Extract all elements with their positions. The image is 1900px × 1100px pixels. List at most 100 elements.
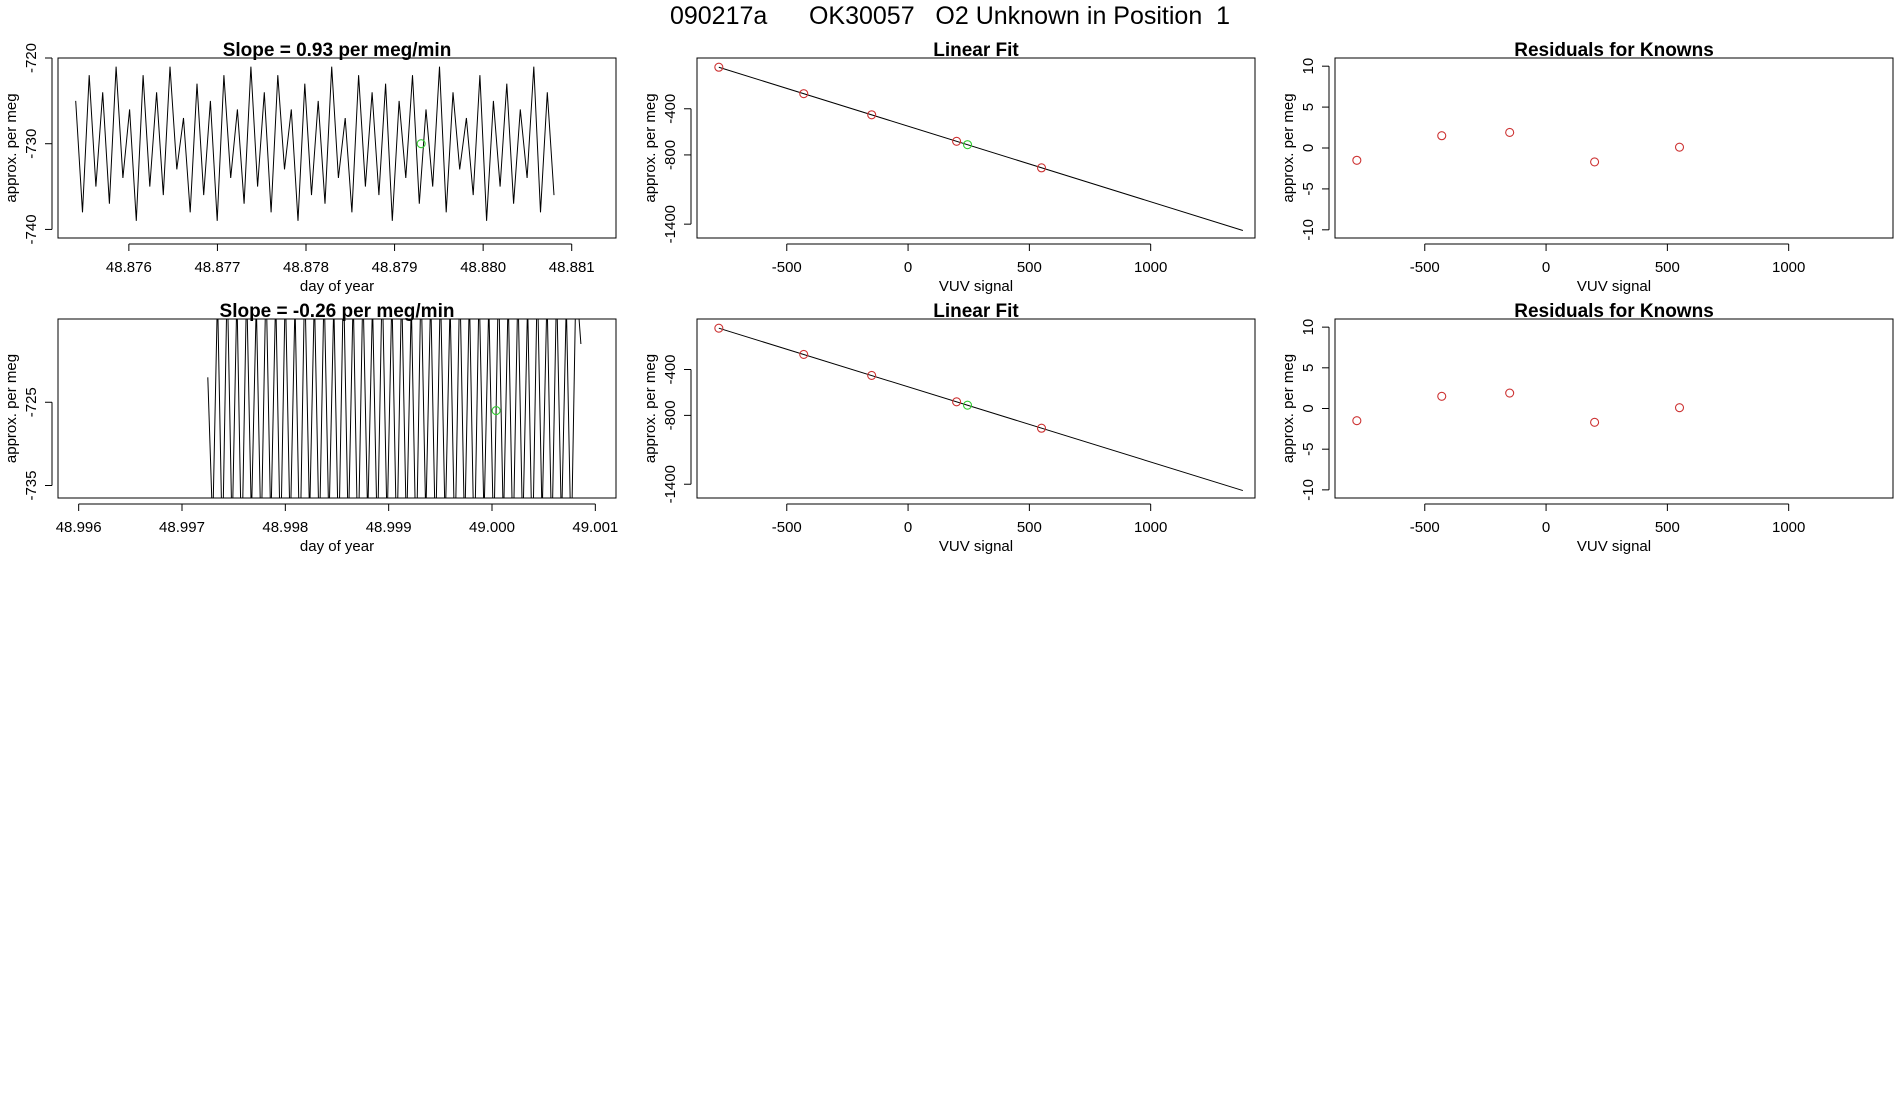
x-tick-label: 0	[904, 259, 912, 276]
x-axis-label: VUV signal	[1577, 538, 1651, 555]
x-tick-label: 48.996	[56, 519, 102, 536]
x-axis-label: day of year	[300, 278, 374, 295]
plot-area	[714, 323, 1244, 492]
y-tick-label: 5	[1300, 364, 1317, 372]
known-point	[1505, 127, 1515, 138]
x-tick-label: -500	[1410, 519, 1440, 536]
panel-drift-2: Slope = -0.26 per meg/min 48.996 48.997 48.…	[3, 301, 618, 555]
y-axis-label: approx. per meg	[642, 93, 659, 202]
x-tick-label: -500	[1410, 259, 1440, 276]
x-axis-label: day of year	[300, 538, 374, 555]
x-tick-label: 1000	[1772, 519, 1805, 536]
known-point	[1437, 131, 1447, 141]
x-tick-label: 48.999	[366, 519, 412, 536]
x-tick-label: 0	[1542, 259, 1550, 276]
known-point	[714, 62, 724, 72]
y-tick-label: -800	[662, 140, 679, 170]
plot-area	[714, 62, 1244, 231]
known-point	[952, 136, 962, 146]
x-tick-label: 49.001	[572, 519, 618, 536]
chart-title: Linear Fit	[933, 40, 1019, 61]
known-point	[952, 397, 962, 407]
fit-line	[718, 327, 1244, 492]
x-tick-label: 48.880	[460, 259, 506, 276]
panel-linear-fit-2: Linear Fit -500 0 500 1000 VUV signal -400 -800…	[642, 301, 1256, 555]
y-tick-label: -400	[662, 94, 679, 124]
panel-linear-fit-1: Linear Fit -500 0 500 1000 VUV signal -400 -800…	[642, 40, 1256, 295]
y-axis-label: approx. per meg	[1280, 93, 1297, 202]
x-tick-label: 48.876	[106, 259, 152, 276]
plot-frame	[57, 318, 617, 499]
y-axis-label: approx. per meg	[3, 354, 20, 463]
x-tick-label: 1000	[1134, 259, 1167, 276]
y-tick-label: -10	[1300, 219, 1317, 241]
y-tick-label: -740	[23, 214, 40, 244]
known-point	[799, 89, 809, 99]
series-line-signal	[207, 319, 582, 498]
fit-line	[718, 66, 1244, 231]
plot-frame	[696, 57, 1256, 239]
x-tick-label: 1000	[1134, 519, 1167, 536]
known-point	[1352, 416, 1362, 426]
y-tick-label: -5	[1300, 443, 1317, 456]
plot-frame	[1334, 57, 1894, 239]
plot-frame	[57, 57, 617, 239]
x-tick-label: 48.881	[549, 259, 595, 276]
plot-area	[1352, 388, 1685, 427]
known-point	[714, 323, 724, 333]
known-point	[1437, 391, 1447, 401]
chart-title: Residuals for Knowns	[1514, 301, 1714, 322]
x-tick-label: 48.878	[283, 259, 329, 276]
known-point	[867, 110, 877, 120]
known-point	[1352, 155, 1362, 165]
x-tick-label: 48.879	[372, 259, 418, 276]
known-point	[1036, 163, 1047, 173]
x-axis-label: VUV signal	[939, 278, 1013, 295]
x-tick-label: -500	[772, 519, 802, 536]
x-tick-label: 49.000	[469, 519, 515, 536]
x-tick-label: 48.877	[194, 259, 240, 276]
panel-drift-1: Slope = 0.93 per meg/min 48.876 48.877 48.8…	[3, 40, 617, 295]
plot-area	[1352, 127, 1685, 167]
unknown-point	[416, 139, 426, 149]
panel-residuals-1: Residuals for Knowns -500 0 500 1000 VUV sign…	[1280, 40, 1894, 295]
x-tick-label: 1000	[1772, 259, 1805, 276]
y-tick-label: -5	[1300, 182, 1317, 195]
y-tick-label: -400	[662, 354, 679, 384]
y-tick-label: -730	[23, 129, 40, 159]
plot-frame	[1334, 318, 1894, 499]
known-point	[867, 370, 877, 381]
y-tick-label: 10	[1300, 58, 1317, 75]
x-axis-label: VUV signal	[1577, 278, 1651, 295]
unknown-point	[491, 406, 501, 416]
known-point	[1036, 423, 1047, 433]
plot-area	[207, 319, 582, 498]
y-axis-label: approx. per meg	[1280, 354, 1297, 463]
y-tick-label: 5	[1300, 103, 1317, 111]
y-tick-label: -800	[662, 400, 679, 430]
y-tick-label: -1400	[662, 205, 679, 243]
y-tick-label: -725	[23, 387, 40, 417]
known-point	[1590, 157, 1600, 167]
known-point	[1674, 142, 1685, 152]
y-tick-label: 0	[1300, 404, 1317, 412]
x-axis-label: VUV signal	[939, 538, 1013, 555]
unknown-point	[962, 400, 973, 410]
known-point	[799, 349, 809, 360]
plot-frame	[696, 318, 1256, 499]
y-tick-label: -1400	[662, 465, 679, 503]
chart-title: Slope = 0.93 per meg/min	[223, 40, 452, 61]
known-point	[1590, 417, 1600, 427]
x-tick-label: 500	[1017, 519, 1042, 536]
y-tick-label: 0	[1300, 144, 1317, 152]
series-line-signal	[75, 66, 555, 221]
chart-title: Slope = -0.26 per meg/min	[220, 301, 455, 322]
x-tick-label: 500	[1017, 259, 1042, 276]
x-tick-label: 0	[904, 519, 912, 536]
panel-residuals-2: Residuals for Knowns -500 0 500 1000 VUV sign…	[1280, 301, 1894, 555]
y-axis-label: approx. per meg	[3, 93, 20, 202]
x-tick-label: 48.997	[159, 519, 205, 536]
x-tick-label: 500	[1655, 519, 1680, 536]
y-tick-label: -735	[23, 470, 40, 500]
